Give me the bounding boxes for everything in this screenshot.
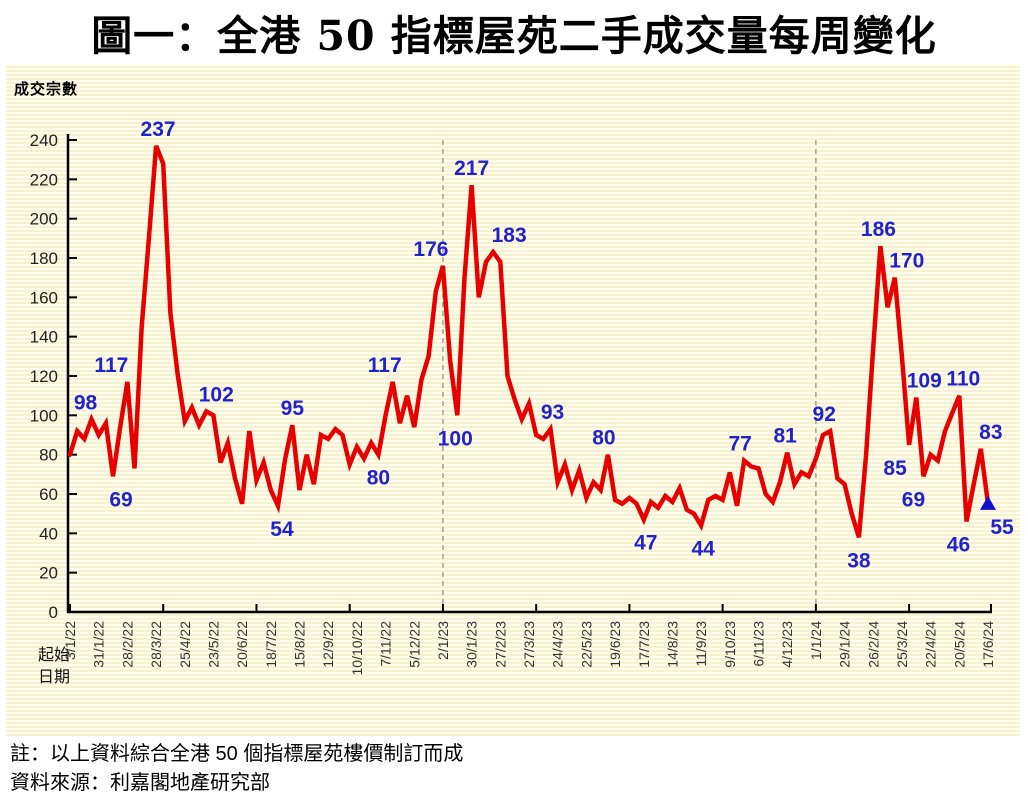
y-tick-label: 100 xyxy=(30,406,58,425)
data-point-label: 80 xyxy=(367,467,390,490)
y-tick-label: 60 xyxy=(39,485,58,504)
x-tick-label: 15/8/22 xyxy=(292,621,308,668)
x-tick-label: 20/5/24 xyxy=(951,621,967,668)
footnote-data-source: 資料來源：利嘉閣地產研究部 xyxy=(10,772,270,794)
y-tick-label: 20 xyxy=(39,564,58,583)
data-point-label: 81 xyxy=(774,425,798,448)
x-tick-label: 1/1/24 xyxy=(808,621,824,660)
x-tick-label: 12/9/22 xyxy=(320,621,336,668)
y-tick-label: 0 xyxy=(49,603,58,622)
latest-point-marker xyxy=(980,495,996,510)
x-tick-label: 22/5/23 xyxy=(578,621,594,668)
series-line xyxy=(67,145,991,538)
x-tick-label: 22/4/24 xyxy=(923,621,939,668)
x-tick-label: 27/3/23 xyxy=(521,621,537,668)
y-tick-label: 220 xyxy=(30,170,58,189)
data-point-label: 170 xyxy=(889,250,924,273)
y-tick-label: 140 xyxy=(30,328,58,347)
y-tick-label: 120 xyxy=(30,367,58,386)
x-tick-label: 9/10/23 xyxy=(722,621,738,668)
x-tick-label: 17/6/24 xyxy=(980,621,996,668)
x-tick-label: 28/3/22 xyxy=(148,621,164,668)
data-point-label: 100 xyxy=(438,427,473,450)
data-point-label: 110 xyxy=(946,368,980,391)
y-tick-label: 240 xyxy=(30,131,58,150)
data-point-label: 217 xyxy=(454,157,489,180)
x-tick-label: 3/1/22 xyxy=(62,621,78,660)
y-tick-label: 160 xyxy=(30,288,58,307)
data-point-label: 186 xyxy=(861,218,896,241)
data-point-label: 69 xyxy=(902,488,925,511)
data-point-label: 77 xyxy=(728,433,751,456)
x-tick-label: 10/10/22 xyxy=(349,621,365,676)
x-tick-label: 28/2/22 xyxy=(119,621,135,668)
x-tick-label: 7/11/22 xyxy=(378,621,394,667)
x-axis-title: 起始 日期 xyxy=(38,645,70,688)
x-tick-label: 17/7/23 xyxy=(636,621,652,668)
x-tick-label: 31/1/22 xyxy=(91,621,107,668)
x-axis-title-line1: 起始 xyxy=(38,647,71,664)
x-tick-label: 4/12/23 xyxy=(779,621,795,668)
x-tick-label: 19/6/23 xyxy=(607,621,623,668)
x-tick-label: 2/1/23 xyxy=(435,621,451,660)
x-tick-label: 26/2/24 xyxy=(865,621,881,668)
y-tick-label: 180 xyxy=(30,249,58,268)
data-point-label: 98 xyxy=(74,391,98,414)
data-point-label: 117 xyxy=(368,354,402,377)
x-tick-label: 25/4/22 xyxy=(177,621,193,668)
data-point-label: 92 xyxy=(813,403,836,426)
data-point-label: 93 xyxy=(541,401,564,424)
data-point-label: 44 xyxy=(691,537,715,560)
y-tick-label: 40 xyxy=(39,524,58,543)
footnote-source-note: 註：以上資料綜合全港 50 個指標屋苑樓價制訂而成 xyxy=(10,743,464,765)
x-axis-title-line2: 日期 xyxy=(38,668,71,686)
data-point-label: 85 xyxy=(883,457,907,480)
x-tick-label: 29/1/24 xyxy=(837,621,853,668)
data-point-label: 80 xyxy=(592,427,615,450)
data-point-label: 102 xyxy=(199,383,234,406)
data-point-label: 117 xyxy=(94,354,128,377)
data-point-label: 38 xyxy=(847,549,871,572)
data-point-label: 176 xyxy=(413,238,448,261)
data-point-label: 95 xyxy=(281,397,305,420)
x-tick-label: 24/4/23 xyxy=(550,621,566,668)
data-point-label: 54 xyxy=(270,518,294,541)
data-point-label: 237 xyxy=(141,118,176,141)
data-point-label: 83 xyxy=(979,421,1002,444)
data-point-label: 46 xyxy=(947,534,970,557)
x-tick-label: 27/2/23 xyxy=(492,621,508,668)
x-tick-label: 30/1/23 xyxy=(464,621,480,668)
x-tick-label: 6/11/23 xyxy=(751,621,767,667)
data-point-label: 69 xyxy=(109,488,132,511)
x-tick-label: 14/8/23 xyxy=(664,621,680,668)
data-point-label: 183 xyxy=(492,224,527,247)
x-tick-label: 20/6/22 xyxy=(234,621,250,668)
footnotes: 註：以上資料綜合全港 50 個指標屋苑樓價制訂而成 資料來源：利嘉閣地產研究部 xyxy=(10,740,463,798)
data-point-label: 47 xyxy=(634,532,657,555)
x-tick-label: 11/9/23 xyxy=(693,621,709,667)
y-tick-label: 200 xyxy=(30,210,58,229)
y-tick-label: 80 xyxy=(39,446,58,465)
chart-title: 圖一：全港 50 指標屋苑二手成交量每周變化 xyxy=(91,12,937,60)
x-tick-label: 25/3/24 xyxy=(894,621,910,668)
data-point-label: 55 xyxy=(990,516,1014,539)
x-tick-label: 23/5/22 xyxy=(205,621,221,668)
x-tick-label: 5/12/22 xyxy=(406,621,422,668)
data-point-label: 109 xyxy=(907,370,942,393)
x-tick-label: 18/7/22 xyxy=(263,621,279,668)
y-axis-title: 成交宗數 xyxy=(14,81,79,98)
